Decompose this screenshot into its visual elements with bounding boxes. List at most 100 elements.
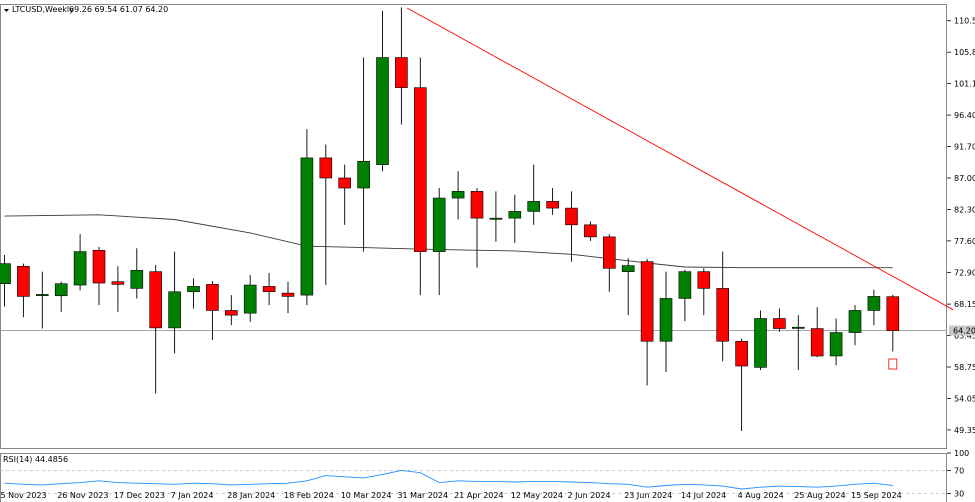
bear-candle-body	[281, 292, 295, 297]
bear-candle-body	[111, 281, 125, 285]
time-tick-label: 31 Mar 2024	[397, 491, 448, 500]
bear-candle-body	[810, 328, 824, 357]
bear-candle-body	[697, 271, 711, 289]
price-axis: 110.50 105.80 101.10 96.40 91.70 87.00 82.30 77…	[947, 17, 975, 435]
price-tick-label: 77.60	[954, 237, 975, 246]
bear-candle-body	[149, 271, 162, 329]
candle	[395, 7, 408, 125]
candle	[602, 234, 616, 292]
bear-candle-body	[735, 340, 748, 367]
time-tick-label: 25 Aug 2024	[794, 491, 845, 500]
bull-candle-body	[0, 263, 11, 285]
bull-candle-body	[130, 270, 144, 289]
bear-candle-body	[319, 157, 333, 179]
bull-candle-body	[168, 291, 181, 329]
bull-candle-body	[754, 318, 767, 368]
current-price-tag	[949, 325, 975, 336]
candle	[697, 268, 711, 316]
bull-candle-body	[243, 284, 257, 314]
chart-header: LTCUSD,Weekly 69.26 69.54 61.07 64.20	[4, 5, 168, 14]
main-plot-border	[0, 4, 947, 449]
price-tick-label: 105.80	[954, 48, 975, 57]
bull-candle-body	[678, 271, 692, 299]
candle	[716, 251, 730, 362]
candle	[886, 294, 900, 352]
bear-candle-body	[773, 318, 786, 329]
time-axis: 5 Nov 2023 26 Nov 2023 17 Dec 2023 7 Jan 20…	[1, 491, 902, 500]
bear-candle-body	[413, 87, 427, 252]
bull-candle-body	[659, 298, 673, 342]
bear-candle-body	[338, 177, 352, 189]
candle	[187, 278, 200, 309]
symbol-label: LTCUSD,Weekly	[12, 5, 74, 14]
time-tick-label: 15 Sep 2024	[851, 491, 902, 500]
candle	[470, 188, 484, 268]
bull-candle-body	[73, 251, 87, 286]
candle	[111, 266, 125, 312]
time-tick-label: 17 Dec 2023	[114, 491, 165, 500]
candle	[451, 171, 465, 220]
bear-candle-body	[225, 310, 238, 316]
bear-candle-body	[206, 284, 219, 311]
bear-candle-body	[602, 236, 616, 269]
time-tick-label: 2 Jun 2024	[568, 491, 611, 500]
candle	[432, 188, 446, 296]
resistance-trendline[interactable]	[406, 7, 954, 311]
alert-marker-icon[interactable]	[888, 358, 898, 370]
time-tick-label: 28 Jan 2024	[227, 491, 275, 500]
time-tick-label: 5 Nov 2023	[1, 491, 47, 500]
candle	[508, 194, 522, 243]
trendline	[406, 7, 954, 370]
candle	[527, 164, 541, 225]
candle	[149, 264, 162, 394]
price-tick-label: 96.40	[954, 111, 975, 120]
candle	[17, 263, 30, 318]
rsi-plot-border	[0, 453, 947, 502]
candle	[206, 281, 219, 340]
candle	[659, 271, 673, 373]
candles	[0, 7, 900, 431]
candle	[92, 246, 106, 306]
candle	[867, 289, 881, 326]
bull-candle-body	[867, 296, 881, 311]
bull-candle-body	[829, 332, 843, 357]
bear-candle-body	[565, 207, 578, 226]
time-tick-label: 26 Nov 2023	[57, 491, 108, 500]
candle	[546, 188, 559, 215]
candle	[0, 254, 11, 307]
bear-candle-body	[92, 249, 106, 284]
bull-candle-body	[432, 197, 446, 252]
candle	[640, 258, 654, 386]
rsi-label: RSI(14) 44.4856	[3, 455, 68, 464]
candle	[168, 251, 181, 354]
dropdown-triangle-icon[interactable]	[4, 9, 9, 12]
candle	[584, 221, 597, 241]
bull-candle-body	[300, 157, 314, 296]
bear-candle-body	[886, 296, 900, 331]
candle	[489, 191, 503, 242]
bear-candle-body	[262, 286, 276, 293]
time-tick-label: 4 Aug 2024	[738, 491, 784, 500]
candle	[376, 10, 389, 172]
ohlc-label: 69.26 69.54 61.07 64.20	[69, 5, 168, 14]
bear-candle-body	[584, 224, 597, 238]
candle	[262, 273, 276, 306]
bear-candle-body	[546, 201, 559, 209]
candle	[54, 281, 68, 312]
time-tick-label: 14 Jul 2024	[681, 491, 726, 500]
price-tick-label: 82.30	[954, 205, 975, 214]
price-tick-label: 72.90	[954, 268, 975, 277]
bull-candle-body	[791, 326, 805, 329]
bull-candle-body	[187, 286, 200, 293]
price-tick-label: 49.35	[954, 426, 975, 435]
bull-candle-body	[54, 283, 68, 297]
candle	[243, 275, 257, 322]
current-price-label: 64.20	[953, 327, 975, 336]
candle	[225, 295, 238, 326]
candle	[300, 129, 314, 306]
time-tick-label: 10 Mar 2024	[341, 491, 392, 500]
bull-candle-body	[848, 310, 862, 333]
candle	[678, 269, 692, 322]
bull-candle-body	[451, 191, 465, 199]
